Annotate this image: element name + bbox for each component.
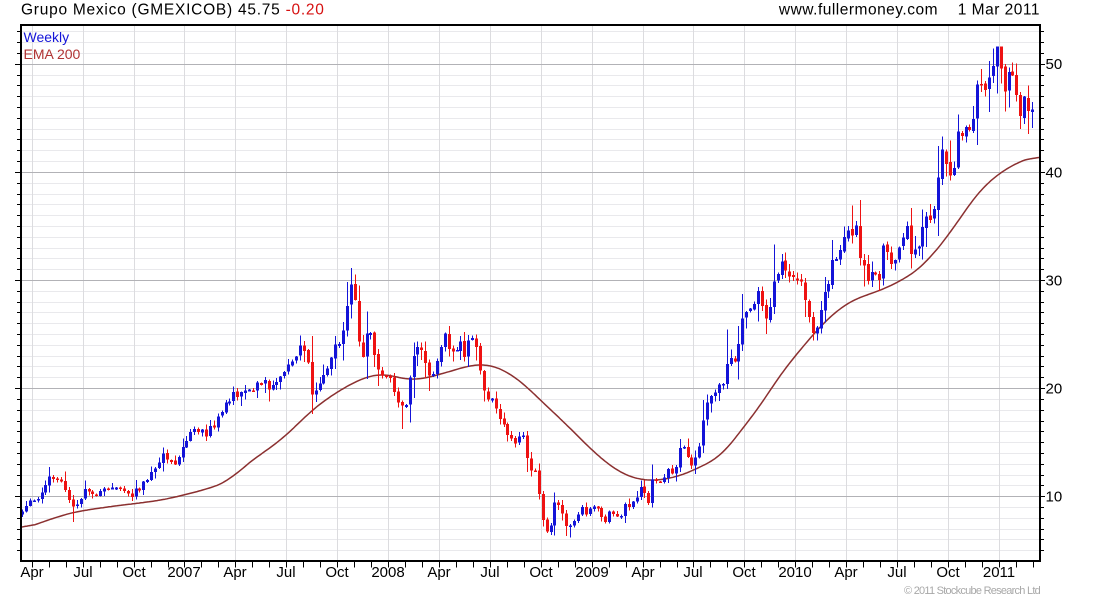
svg-text:50: 50: [1046, 56, 1063, 73]
svg-text:Apr: Apr: [631, 564, 654, 581]
svg-text:www.fullermoney.com: www.fullermoney.com: [778, 2, 938, 19]
svg-text:20: 20: [1046, 381, 1063, 398]
svg-text:Weekly: Weekly: [24, 29, 70, 45]
svg-text:Apr: Apr: [834, 564, 857, 581]
svg-text:Jul: Jul: [887, 564, 906, 581]
svg-text:Apr: Apr: [223, 564, 246, 581]
svg-text:Apr: Apr: [427, 564, 450, 581]
svg-text:1 Mar 2011: 1 Mar 2011: [958, 2, 1040, 19]
svg-text:Jul: Jul: [276, 564, 295, 581]
svg-text:2007: 2007: [167, 564, 200, 581]
svg-text:2011: 2011: [983, 564, 1015, 581]
svg-text:Jul: Jul: [480, 564, 499, 581]
svg-text:10: 10: [1046, 489, 1063, 506]
svg-text:Oct: Oct: [325, 564, 349, 581]
svg-text:Jul: Jul: [73, 564, 92, 581]
svg-text:Grupo Mexico (GMEXICOB) 45.75: Grupo Mexico (GMEXICOB) 45.75 -0.20: [21, 2, 325, 19]
svg-text:EMA 200: EMA 200: [24, 46, 81, 62]
svg-text:Apr: Apr: [20, 564, 43, 581]
svg-text:Oct: Oct: [529, 564, 553, 581]
svg-text:Jul: Jul: [683, 564, 702, 581]
svg-text:40: 40: [1046, 164, 1063, 181]
svg-text:2008: 2008: [371, 564, 404, 581]
svg-text:2009: 2009: [575, 564, 608, 581]
svg-text:Oct: Oct: [936, 564, 960, 581]
svg-text:Oct: Oct: [122, 564, 146, 581]
svg-text:Oct: Oct: [732, 564, 756, 581]
svg-text:© 2011 Stockcube Research Ltd: © 2011 Stockcube Research Ltd: [904, 585, 1041, 597]
svg-text:30: 30: [1046, 272, 1063, 289]
svg-text:2010: 2010: [778, 564, 811, 581]
